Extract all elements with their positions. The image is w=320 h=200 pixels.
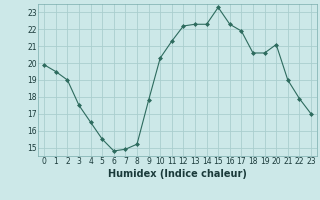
X-axis label: Humidex (Indice chaleur): Humidex (Indice chaleur) (108, 169, 247, 179)
